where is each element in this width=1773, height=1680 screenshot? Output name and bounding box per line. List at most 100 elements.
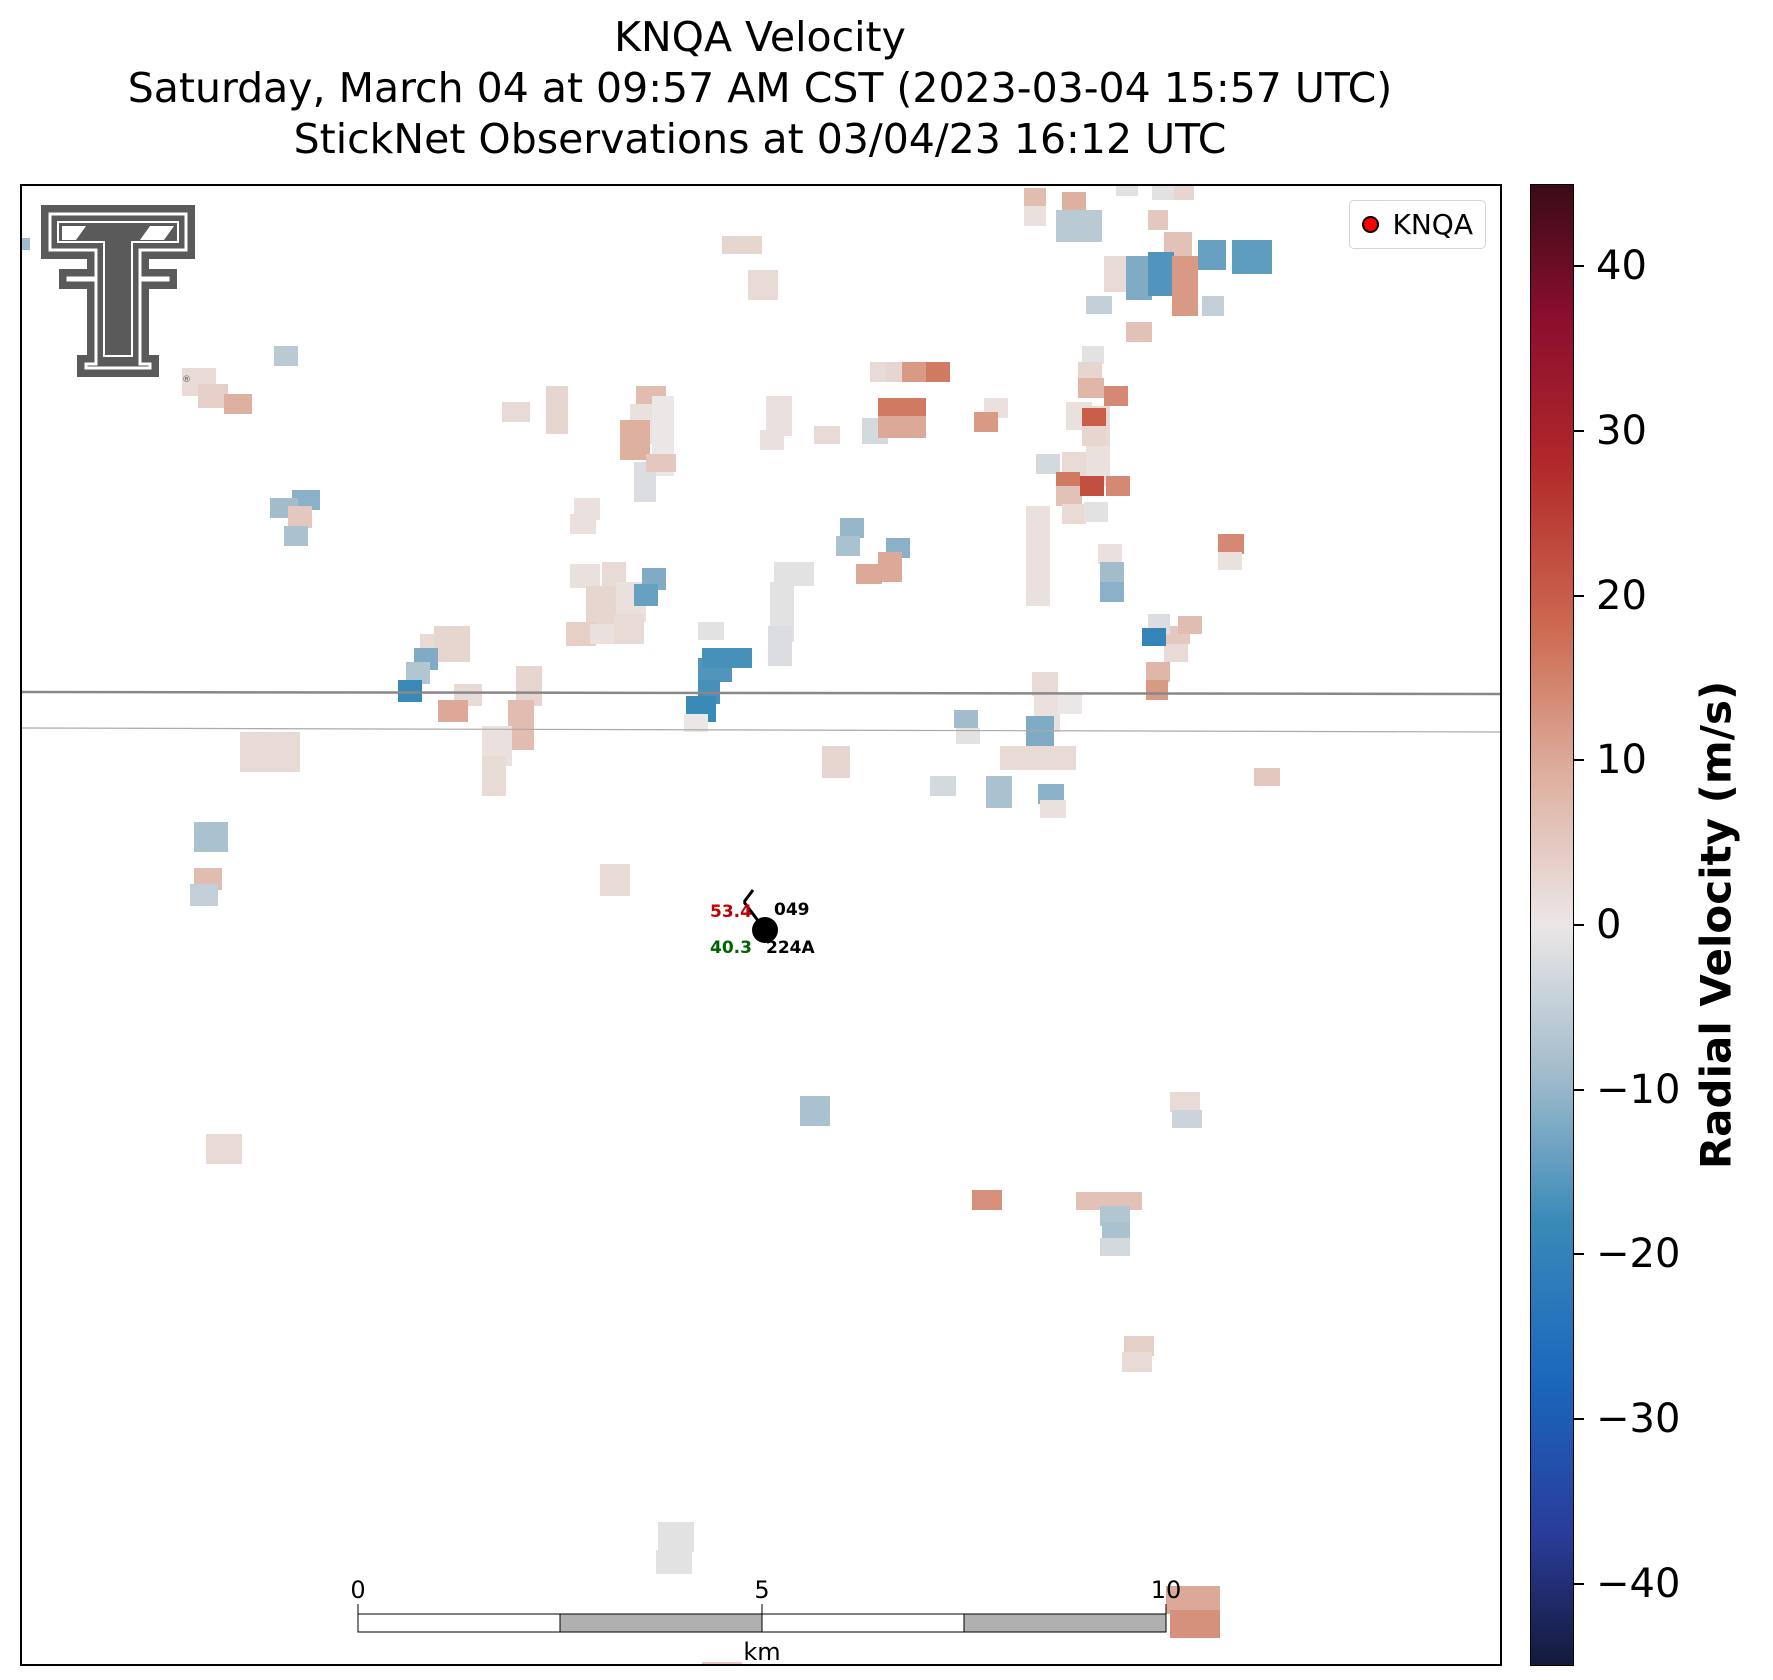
radar-gate (508, 700, 534, 750)
radar-gate (198, 384, 228, 408)
figure-title: KNQA Velocity Saturday, March 04 at 09:5… (0, 12, 1520, 165)
radar-gate (856, 564, 882, 584)
radar-gate (954, 710, 978, 728)
radar-gate (1082, 346, 1104, 364)
title-line-2: Saturday, March 04 at 09:57 AM CST (2023… (127, 64, 1393, 112)
radar-gate (1178, 616, 1202, 634)
radar-gate (1000, 746, 1076, 770)
radar-gate (1126, 256, 1152, 300)
svg-text:®: ® (182, 375, 191, 385)
radar-gate (1058, 694, 1082, 714)
radar-velocity-plot: ® 53.4 049 40.3 224A 0 5 10 km (22, 186, 1500, 1666)
radar-gate (1098, 544, 1122, 564)
radar-gate (702, 648, 752, 668)
colorbar-tick-label: 30 (1596, 408, 1647, 454)
colorbar-tick-label: 0 (1596, 902, 1622, 948)
radar-gate (840, 518, 864, 538)
radar-gate (1198, 240, 1226, 270)
radar-gate (620, 420, 650, 460)
radar-gate (1218, 534, 1244, 554)
radar-gate (878, 416, 926, 438)
scale-bar-unit: km (743, 1638, 780, 1666)
radar-gate (1104, 386, 1128, 406)
road-line (22, 690, 1500, 696)
radar-gate (1122, 1352, 1152, 1372)
radar-gate (1078, 378, 1104, 398)
radar-gate (1082, 408, 1106, 428)
map-legend: KNQA (1348, 200, 1486, 249)
station-pressure: 049 (774, 900, 810, 920)
radar-gate (878, 398, 926, 420)
radar-gate (684, 714, 708, 732)
radar-gate (1062, 192, 1086, 210)
radar-gate (434, 626, 470, 662)
radar-gate (1062, 504, 1086, 524)
radar-gate (1036, 454, 1060, 474)
radar-gate (1086, 296, 1112, 314)
radar-gate (926, 362, 950, 382)
radar-gate (1102, 1222, 1130, 1240)
title-line-3: StickNet Observations at 03/04/23 16:12 … (293, 115, 1227, 163)
radar-gate (570, 514, 596, 534)
radar-gate (240, 732, 300, 772)
radar-gate (1172, 1110, 1202, 1128)
radar-gate (1148, 252, 1174, 296)
radar-gate (1100, 582, 1124, 602)
colorbar-tick (1574, 1582, 1584, 1585)
radar-gate (1078, 362, 1102, 382)
radar-gate (590, 624, 614, 644)
radar-gate (1106, 476, 1130, 496)
radar-gate (1218, 552, 1242, 570)
colorbar-tick-label: −10 (1596, 1066, 1681, 1113)
radar-gate (194, 822, 228, 852)
radar-gate (570, 564, 600, 588)
colorbar-gradient (1530, 184, 1574, 1666)
radar-gate (766, 396, 792, 436)
radar-gate (1202, 296, 1224, 316)
texas-tech-double-t-logo: ® (41, 205, 195, 385)
colorbar-tick (1574, 430, 1584, 432)
sticknet-station-plot[interactable]: 53.4 049 40.3 224A (710, 889, 815, 958)
station-marker-icon (752, 917, 778, 943)
radar-gate (1172, 256, 1198, 316)
radar-gate (1084, 502, 1108, 522)
wind-barb-flag (742, 889, 755, 903)
radar-gate (1166, 1586, 1220, 1614)
radar-gate (760, 430, 784, 450)
radar-gate (902, 362, 926, 382)
radar-gate (224, 394, 252, 414)
radar-gate (722, 236, 762, 254)
radar-gate (288, 506, 312, 528)
radar-gate (1056, 210, 1102, 242)
radar-gate (748, 270, 778, 300)
colorbar-tick-label: −30 (1596, 1396, 1681, 1442)
radar-gate (656, 1550, 692, 1574)
radar-gate (702, 1662, 742, 1664)
colorbar-tick-label: −40 (1596, 1560, 1681, 1607)
scale-bar-label: 10 (1151, 1576, 1182, 1604)
radar-gate (22, 238, 30, 250)
radar-gate (1232, 240, 1272, 274)
title-line-1: KNQA Velocity (614, 13, 906, 61)
radar-gate (614, 614, 644, 644)
colorbar-title: Radial Velocity (m/s) (1691, 680, 1741, 1170)
radar-gate (972, 1190, 1002, 1210)
radar-gate (974, 412, 998, 432)
radar-gate (600, 864, 630, 896)
radar-gate (1170, 1092, 1200, 1112)
radar-gate (190, 884, 218, 906)
radar-map-panel[interactable]: ® 53.4 049 40.3 224A 0 5 10 km (20, 184, 1502, 1666)
radar-gate (698, 622, 724, 640)
radar-gate (1026, 506, 1050, 606)
radar-gate (1146, 662, 1170, 682)
scale-bar-label: 0 (350, 1576, 365, 1604)
velocity-field (22, 186, 1280, 1664)
radar-gate (930, 776, 956, 796)
radar-gate (1164, 644, 1188, 662)
radar-gate (206, 1134, 242, 1164)
colorbar-tick-label: 40 (1596, 243, 1647, 290)
radar-gate (292, 490, 320, 510)
colorbar-tick-label: −20 (1596, 1231, 1681, 1278)
radar-site-marker-icon (1361, 216, 1379, 233)
radar-gate (546, 386, 568, 434)
